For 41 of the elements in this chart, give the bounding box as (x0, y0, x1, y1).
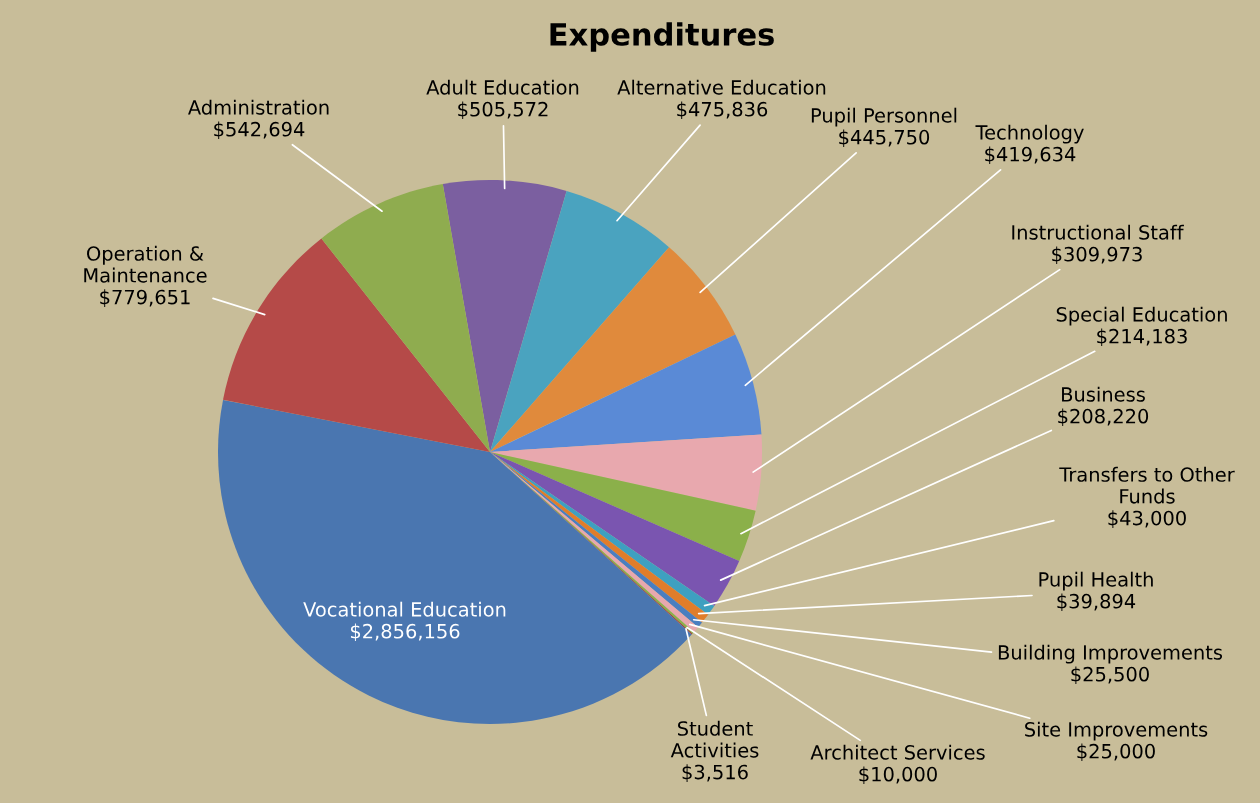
pie-slice (223, 238, 490, 452)
slice-label: Pupil Personnel (811, 107, 957, 127)
data-label: $779,651 (100, 289, 190, 307)
slice-label: Adult Education (426, 79, 579, 95)
slice-label: Special Education (1056, 306, 1227, 326)
pie-slice (490, 452, 756, 561)
data-label: $2,856,156 (350, 623, 460, 642)
slice-label: Transfers to Other Funds (1059, 466, 1235, 504)
data-label: $43,000 (1108, 510, 1186, 528)
data-label: $208,220 (1058, 408, 1149, 427)
data-label: $505,572 (458, 101, 548, 120)
slice-label: Vocational Education (303, 601, 506, 617)
pie-slice (490, 190, 670, 452)
data-label: $542,694 (214, 121, 305, 140)
data-label: $10,000 (859, 766, 937, 785)
data-label: $25,500 (1071, 666, 1149, 685)
pie-slice (321, 184, 490, 452)
data-label: $3,516 (682, 764, 748, 782)
pie-slice (442, 179, 567, 452)
slice-label: Site Improvements (1025, 721, 1208, 741)
slice-label: Administration (188, 99, 329, 115)
data-label: $309,973 (1052, 246, 1142, 265)
slice-label: Architect Services (810, 744, 985, 760)
data-label: $25,000 (1077, 743, 1155, 762)
data-label: $445,750 (839, 129, 930, 148)
slice-label: Pupil Health (1039, 571, 1153, 591)
data-label: $475,836 (677, 101, 768, 120)
pie-slice (490, 434, 763, 511)
data-label: $419,634 (985, 146, 1076, 165)
slice-label: Building Improvements (998, 644, 1223, 664)
slice-label: Alternative Education (617, 79, 826, 95)
data-label: $39,894 (1057, 593, 1136, 612)
slice-label: Instructional Staff (1012, 224, 1184, 240)
slice-label: Business (1062, 386, 1145, 402)
slice-label: Student Activities (670, 720, 759, 758)
slice-label: Operation & Maintenance (84, 245, 207, 283)
slice-label: Technology (975, 124, 1084, 144)
chart-title: Expenditures (550, 22, 774, 52)
pie-slice (490, 334, 762, 452)
data-label: $214,183 (1097, 328, 1187, 347)
pie-slice (490, 247, 736, 452)
